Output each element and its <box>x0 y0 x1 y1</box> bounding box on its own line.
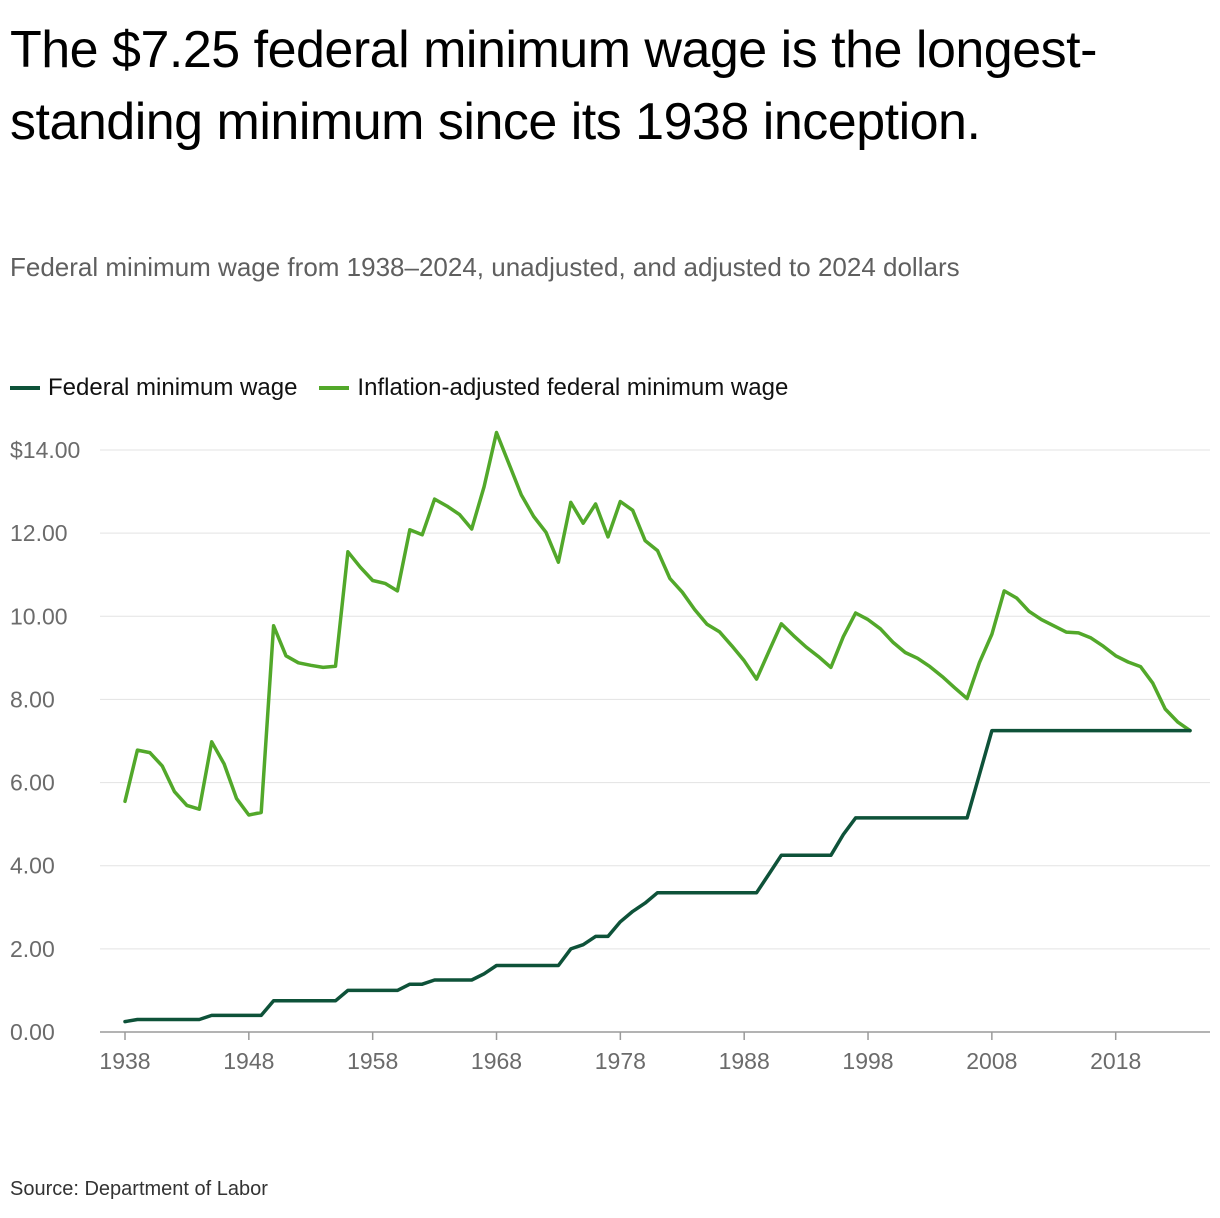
y-tick-label: 2.00 <box>10 936 55 962</box>
x-tick-label: 1948 <box>223 1048 274 1074</box>
legend-swatch-nominal <box>10 386 40 390</box>
x-axis: 1938 1948 1958 1968 1978 1988 1998 2008 2018 <box>99 1031 1210 1074</box>
x-tick-label: 1978 <box>595 1048 646 1074</box>
y-tick-label: 10.00 <box>10 603 68 629</box>
x-tick-label: 1938 <box>99 1048 150 1074</box>
chart-title: The $7.25 federal minimum wage is the lo… <box>10 21 1097 151</box>
legend-item-adjusted: Inflation-adjusted federal minimum wage <box>319 374 788 402</box>
plot-area <box>123 430 1192 1024</box>
legend: Federal minimum wage Inflation-adjusted … <box>10 374 810 402</box>
legend-item-nominal: Federal minimum wage <box>10 374 297 402</box>
y-tick-label: 6.00 <box>10 770 55 796</box>
legend-swatch-adjusted <box>319 386 350 390</box>
gridlines <box>100 449 1210 950</box>
x-tick-label: 2008 <box>966 1048 1017 1074</box>
series-line-adjusted <box>123 430 1192 817</box>
x-tick-label: 1958 <box>347 1048 398 1074</box>
x-tick-label: 1968 <box>471 1048 522 1074</box>
y-tick-label: $14.00 <box>10 437 80 463</box>
legend-label-nominal: Federal minimum wage <box>48 374 298 401</box>
y-tick-label: 12.00 <box>10 520 68 546</box>
series-line-nominal <box>123 728 1192 1024</box>
y-axis: 0.00 2.00 4.00 6.00 8.00 10.00 12.00 $14.00 <box>10 437 80 1045</box>
legend-label-adjusted: Inflation-adjusted federal minimum wage <box>357 374 789 401</box>
y-tick-label: 4.00 <box>10 853 55 879</box>
x-tick-label: 1988 <box>719 1048 770 1074</box>
x-tick-label: 1998 <box>842 1048 893 1074</box>
y-tick-label: 8.00 <box>10 686 55 712</box>
chart-subtitle: Federal minimum wage from 1938–2024, una… <box>10 252 960 282</box>
source-note: Source: Department of Labor <box>10 1178 268 1200</box>
y-tick-label: 0.00 <box>10 1019 55 1045</box>
x-tick-label: 2018 <box>1090 1048 1141 1074</box>
